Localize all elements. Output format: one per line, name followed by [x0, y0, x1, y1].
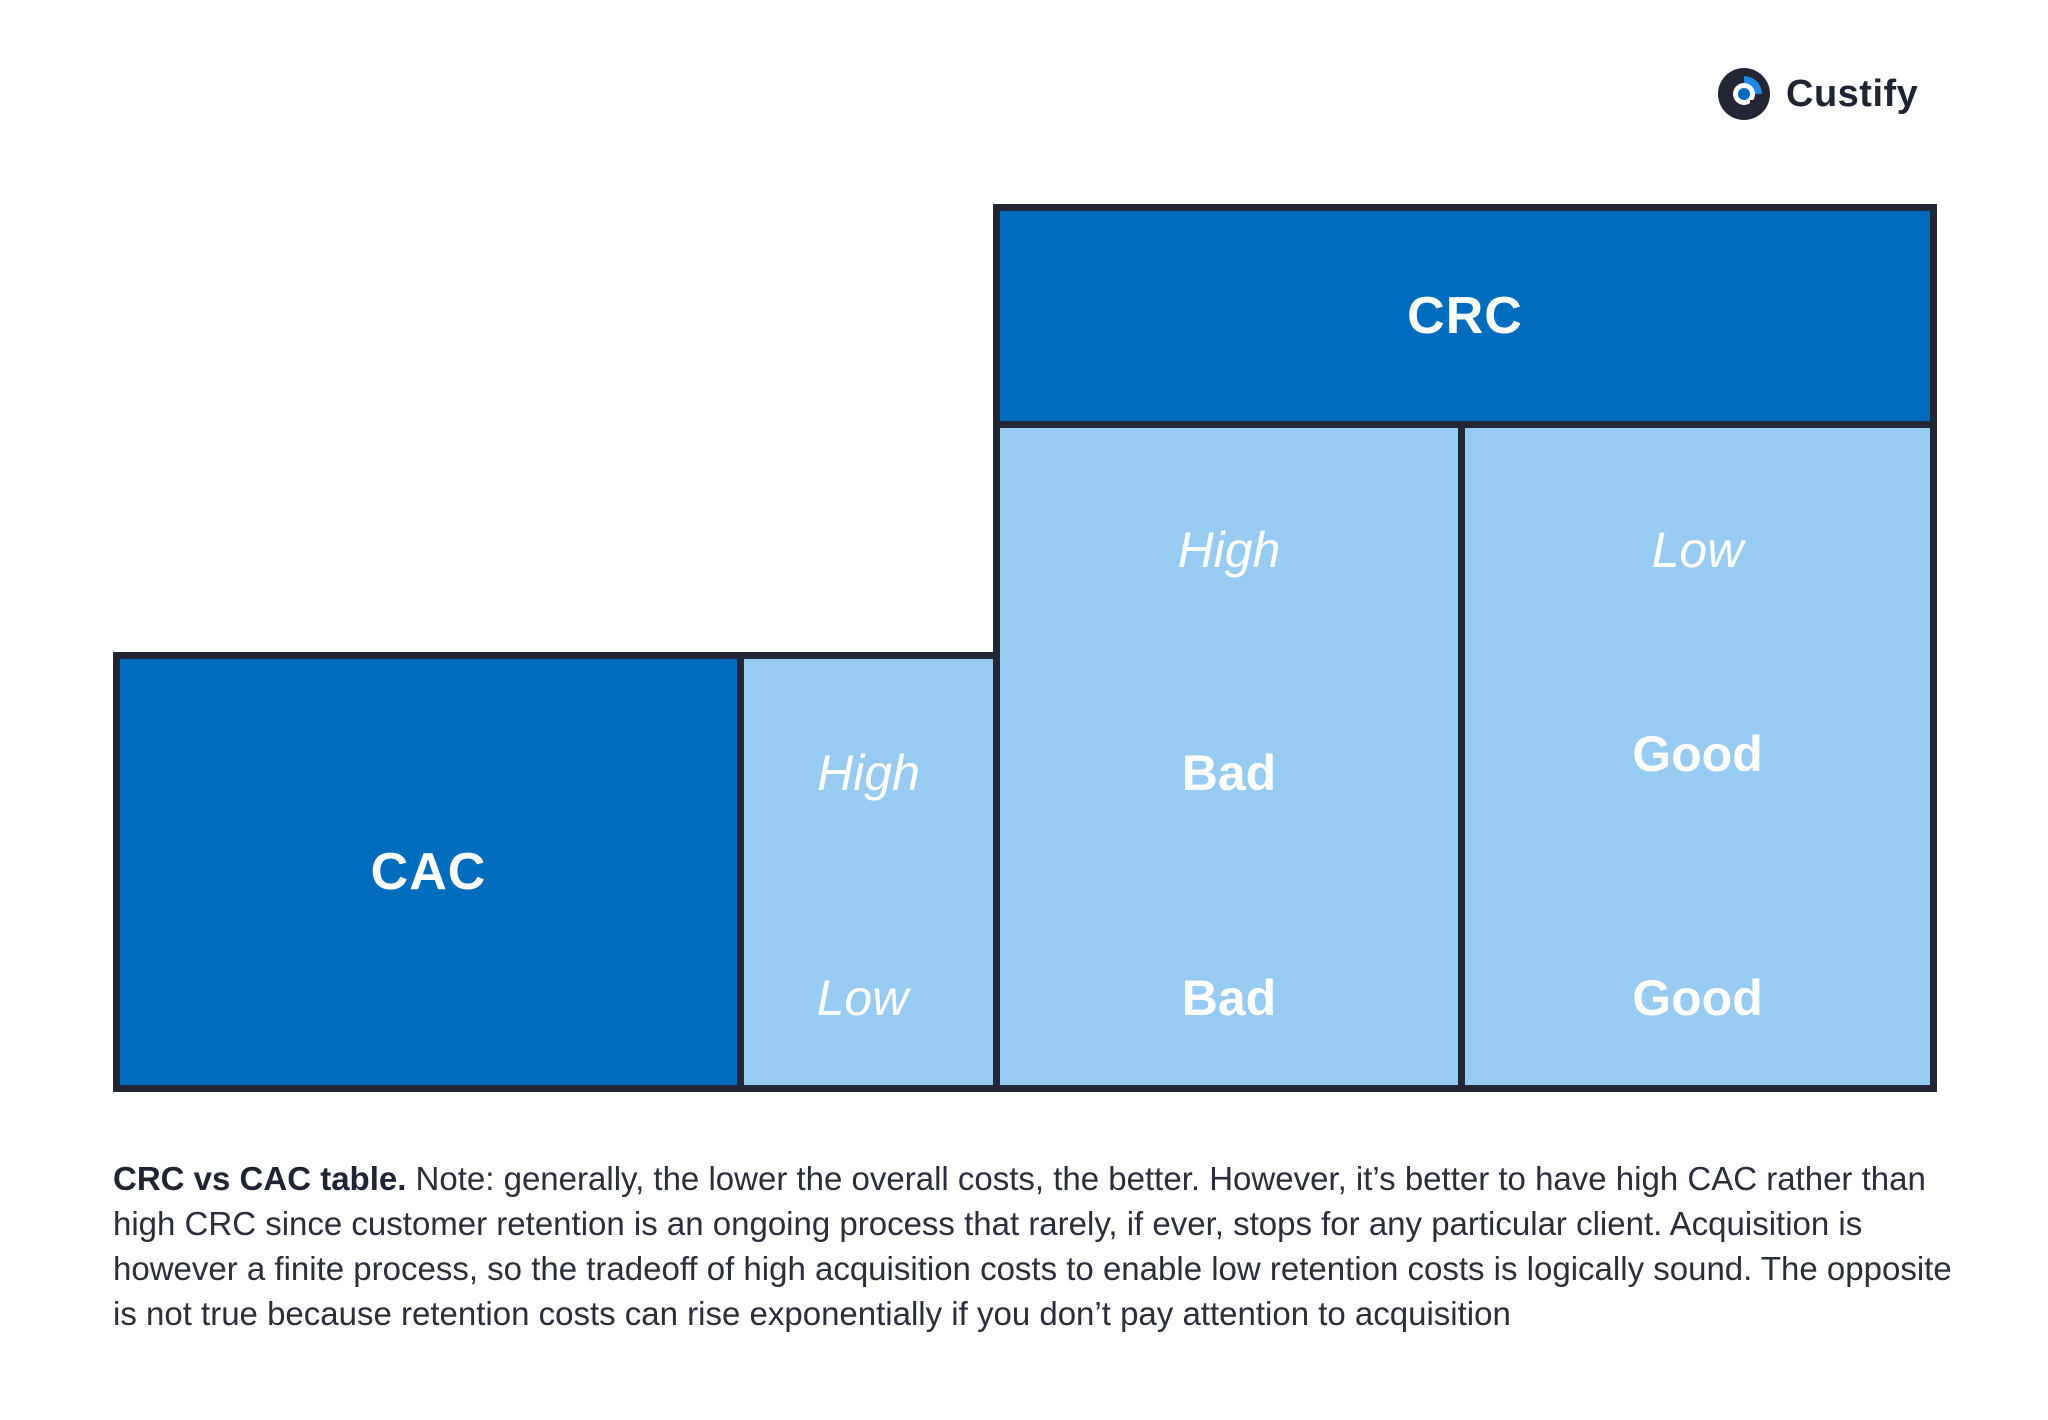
cac-header-label: CAC [370, 843, 487, 901]
caption-title: CRC vs CAC table. [113, 1160, 407, 1197]
brand-name: Custify [1786, 72, 1919, 115]
cell-crc-high-cac-low: Bad [1181, 970, 1277, 1026]
cac-levels-column: High Low [737, 652, 1000, 1092]
cell-crc-low-cac-low: Good [1632, 970, 1763, 1026]
crc-high-column: High Bad Bad [993, 421, 1465, 1092]
cac-level-high: High [817, 745, 920, 801]
crc-level-low: Low [1651, 522, 1744, 578]
cac-level-low: Low [816, 970, 909, 1026]
custify-logo-icon [1718, 68, 1770, 120]
cell-crc-low-cac-high: Good [1632, 726, 1763, 782]
crc-header-cell: CRC [993, 204, 1937, 428]
caption: CRC vs CAC table. Note: generally, the l… [113, 1156, 1953, 1336]
brand-logo: Custify [1716, 64, 1918, 124]
crc-low-column: Low Good Good [1458, 421, 1937, 1092]
crc-level-high: High [1177, 522, 1281, 578]
caption-body: Note: generally, the lower the overall c… [113, 1160, 1952, 1332]
cac-header-cell: CAC [113, 652, 744, 1092]
crc-header-label: CRC [1407, 287, 1523, 345]
cell-crc-high-cac-high: Bad [1181, 745, 1277, 801]
